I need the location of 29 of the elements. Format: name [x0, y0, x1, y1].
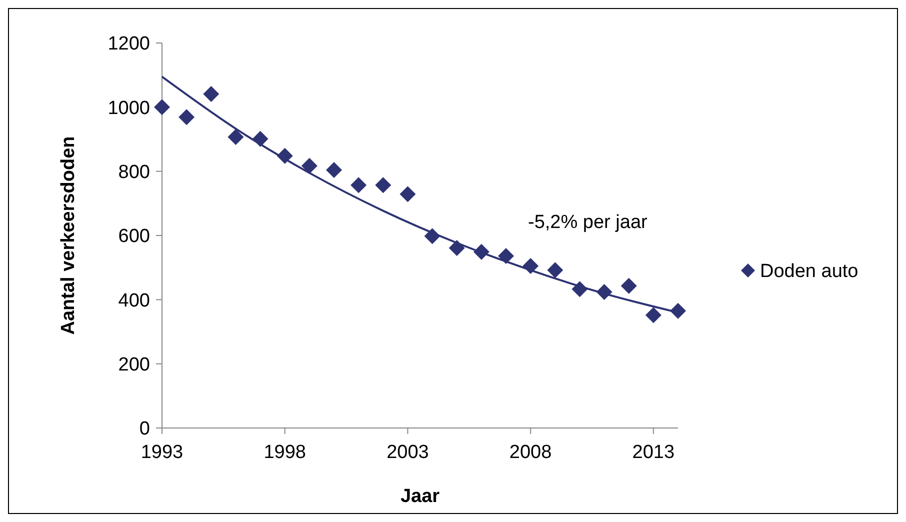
y-tick-label: 0	[139, 418, 150, 440]
point	[178, 109, 195, 126]
legend-label: Doden auto	[760, 261, 858, 282]
y-tick-label: 800	[118, 162, 150, 183]
point	[400, 186, 416, 202]
point	[301, 158, 318, 174]
point	[228, 129, 244, 146]
y-tick-label: 200	[118, 354, 150, 376]
annotation: -5,2% per jaar	[528, 212, 648, 233]
x-tick-label: 1993	[140, 442, 184, 463]
point	[154, 99, 170, 116]
y-axis-title: Aantal verkeersdoden	[58, 136, 79, 335]
x-tick-label: 2013	[632, 442, 675, 463]
point	[620, 278, 637, 294]
point	[350, 177, 367, 194]
x-tick-label: 1998	[264, 442, 306, 463]
x-tick-label: 2008	[509, 442, 552, 463]
y-tick-label: 600	[118, 226, 150, 248]
y-tick-label: 1200	[108, 34, 150, 55]
point	[645, 307, 662, 324]
y-tick-label: 400	[118, 290, 150, 312]
point	[326, 162, 342, 178]
point	[375, 177, 392, 194]
y-tick-label: 1000	[108, 98, 150, 119]
x-tick-label: 2003	[386, 442, 429, 463]
x-axis-title: Jaar	[400, 486, 440, 507]
point	[203, 86, 220, 102]
point	[498, 248, 514, 264]
point	[547, 262, 564, 278]
